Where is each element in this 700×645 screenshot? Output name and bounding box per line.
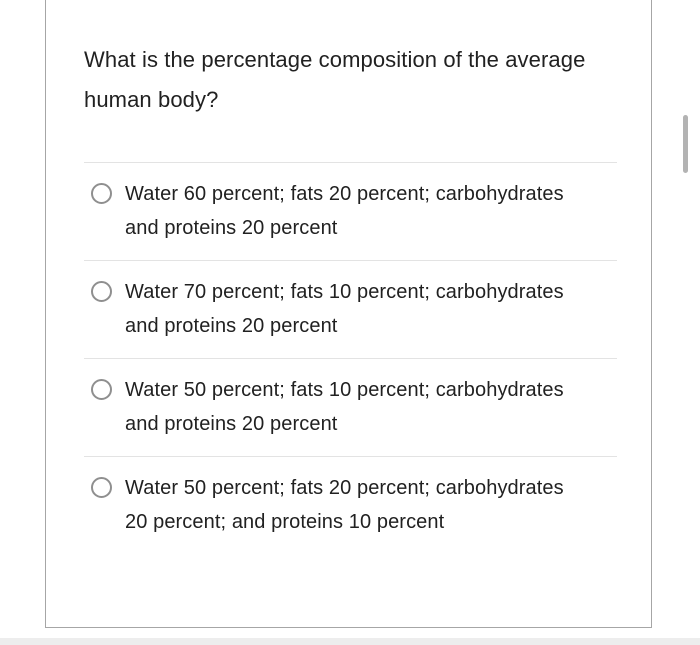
option-row[interactable]: Water 60 percent; fats 20 percent; carbo… bbox=[84, 162, 617, 260]
bottom-edge-strip bbox=[0, 638, 700, 645]
option-label[interactable]: Water 60 percent; fats 20 percent; carbo… bbox=[125, 183, 564, 239]
scrollbar-thumb[interactable] bbox=[683, 115, 688, 173]
question-card: What is the percentage composition of th… bbox=[45, 0, 652, 628]
options-list: Water 60 percent; fats 20 percent; carbo… bbox=[84, 162, 617, 554]
option-row[interactable]: Water 70 percent; fats 10 percent; carbo… bbox=[84, 260, 617, 358]
option-row[interactable]: Water 50 percent; fats 20 percent; carbo… bbox=[84, 456, 617, 554]
radio-button-icon[interactable] bbox=[91, 379, 112, 400]
radio-button-icon[interactable] bbox=[91, 477, 112, 498]
option-label[interactable]: Water 70 percent; fats 10 percent; carbo… bbox=[125, 281, 564, 337]
option-row[interactable]: Water 50 percent; fats 10 percent; carbo… bbox=[84, 358, 617, 456]
option-label[interactable]: Water 50 percent; fats 20 percent; carbo… bbox=[125, 477, 564, 533]
radio-button-icon[interactable] bbox=[91, 281, 112, 302]
radio-button-icon[interactable] bbox=[91, 183, 112, 204]
question-text: What is the percentage composition of th… bbox=[84, 47, 586, 112]
option-label[interactable]: Water 50 percent; fats 10 percent; carbo… bbox=[125, 379, 564, 435]
